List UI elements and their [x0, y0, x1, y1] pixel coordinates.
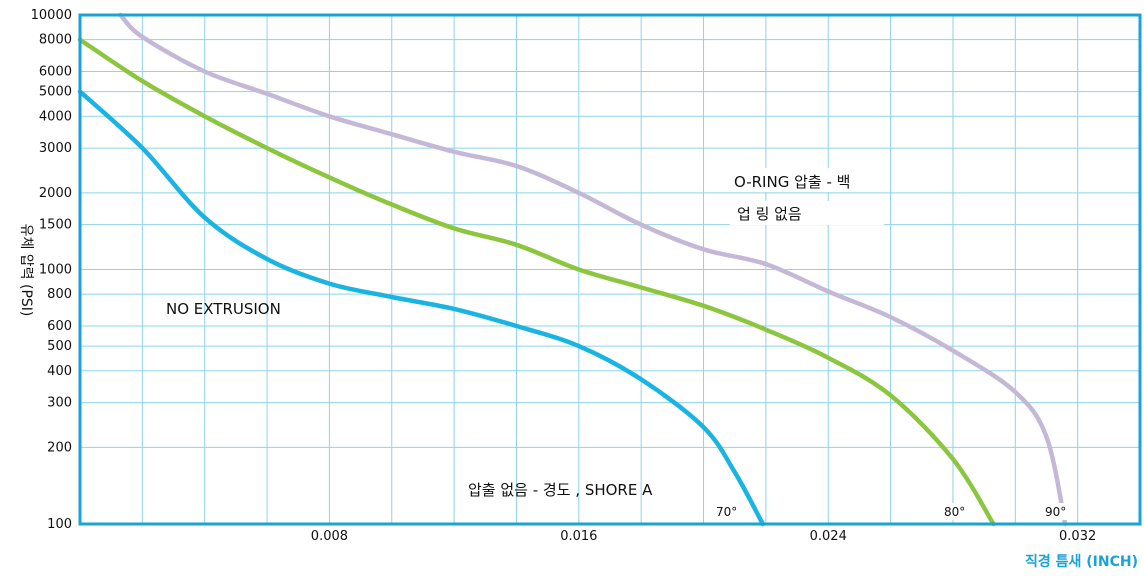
- annotation-oring-bg2: [730, 201, 884, 225]
- deg80-bg: [941, 503, 973, 520]
- plot-frame: [78, 13, 1142, 526]
- y-tick-label: 600: [47, 319, 72, 334]
- y-tick-label: 1500: [39, 218, 72, 233]
- y-tick-label: 100: [47, 517, 72, 532]
- annotation-80-degree: 80°: [944, 505, 965, 519]
- x-tick-label: 0.016: [560, 529, 597, 544]
- grid-lines: [80, 14, 1140, 525]
- y-tick-label: 800: [47, 287, 72, 302]
- x-tick-label: 0.032: [1059, 529, 1096, 544]
- annotation-oring-line2: 업 링 없음: [737, 205, 802, 223]
- x-tick-label: 0.024: [810, 529, 847, 544]
- y-tick-label: 500: [47, 339, 72, 354]
- y-tick-label: 300: [47, 396, 72, 411]
- y-tick-label: 2000: [39, 186, 72, 201]
- y-tick-label: 10000: [31, 8, 72, 23]
- deg70-bg: [714, 503, 746, 520]
- y-tick-label: 200: [47, 440, 72, 455]
- annotation-oring-bg1: [724, 168, 886, 192]
- y-axis-label: 유체 압력 (PSI): [18, 224, 34, 317]
- y-tick-label: 1000: [39, 263, 72, 278]
- y-tick-labels: 100 200 300 400 500 600 800 1000 1500 2000 3000 400…: [31, 8, 72, 532]
- x-axis-label: 직경 틈새 (INCH): [1025, 553, 1138, 570]
- y-tick-label: 8000: [39, 33, 72, 48]
- y-tick-label: 4000: [39, 109, 72, 124]
- series-line-70-degree: [77, 89, 766, 527]
- series-group: [77, 12, 1068, 527]
- series-line-90-degree: [118, 12, 1068, 527]
- y-tick-label: 5000: [39, 85, 72, 100]
- series-line-80-degree: [77, 37, 996, 527]
- y-tick-label: 6000: [39, 64, 72, 79]
- y-tick-label: 3000: [39, 141, 72, 156]
- x-tick-labels: 0.008 0.016 0.024 0.032: [311, 529, 1096, 544]
- deg90-bg: [1043, 503, 1075, 520]
- annotation-hardness: 압출 없음 - 경도 , SHORE A: [468, 481, 653, 499]
- y-tick-label: 400: [47, 364, 72, 379]
- x-tick-label: 0.008: [311, 529, 348, 544]
- annotation-90-degree: 90°: [1045, 505, 1066, 519]
- annotation-no-extrusion: NO EXTRUSION: [166, 300, 281, 318]
- annotation-oring-line1: O-RING 압출 - 백: [734, 173, 850, 191]
- annotation-70-degree: 70°: [716, 505, 737, 519]
